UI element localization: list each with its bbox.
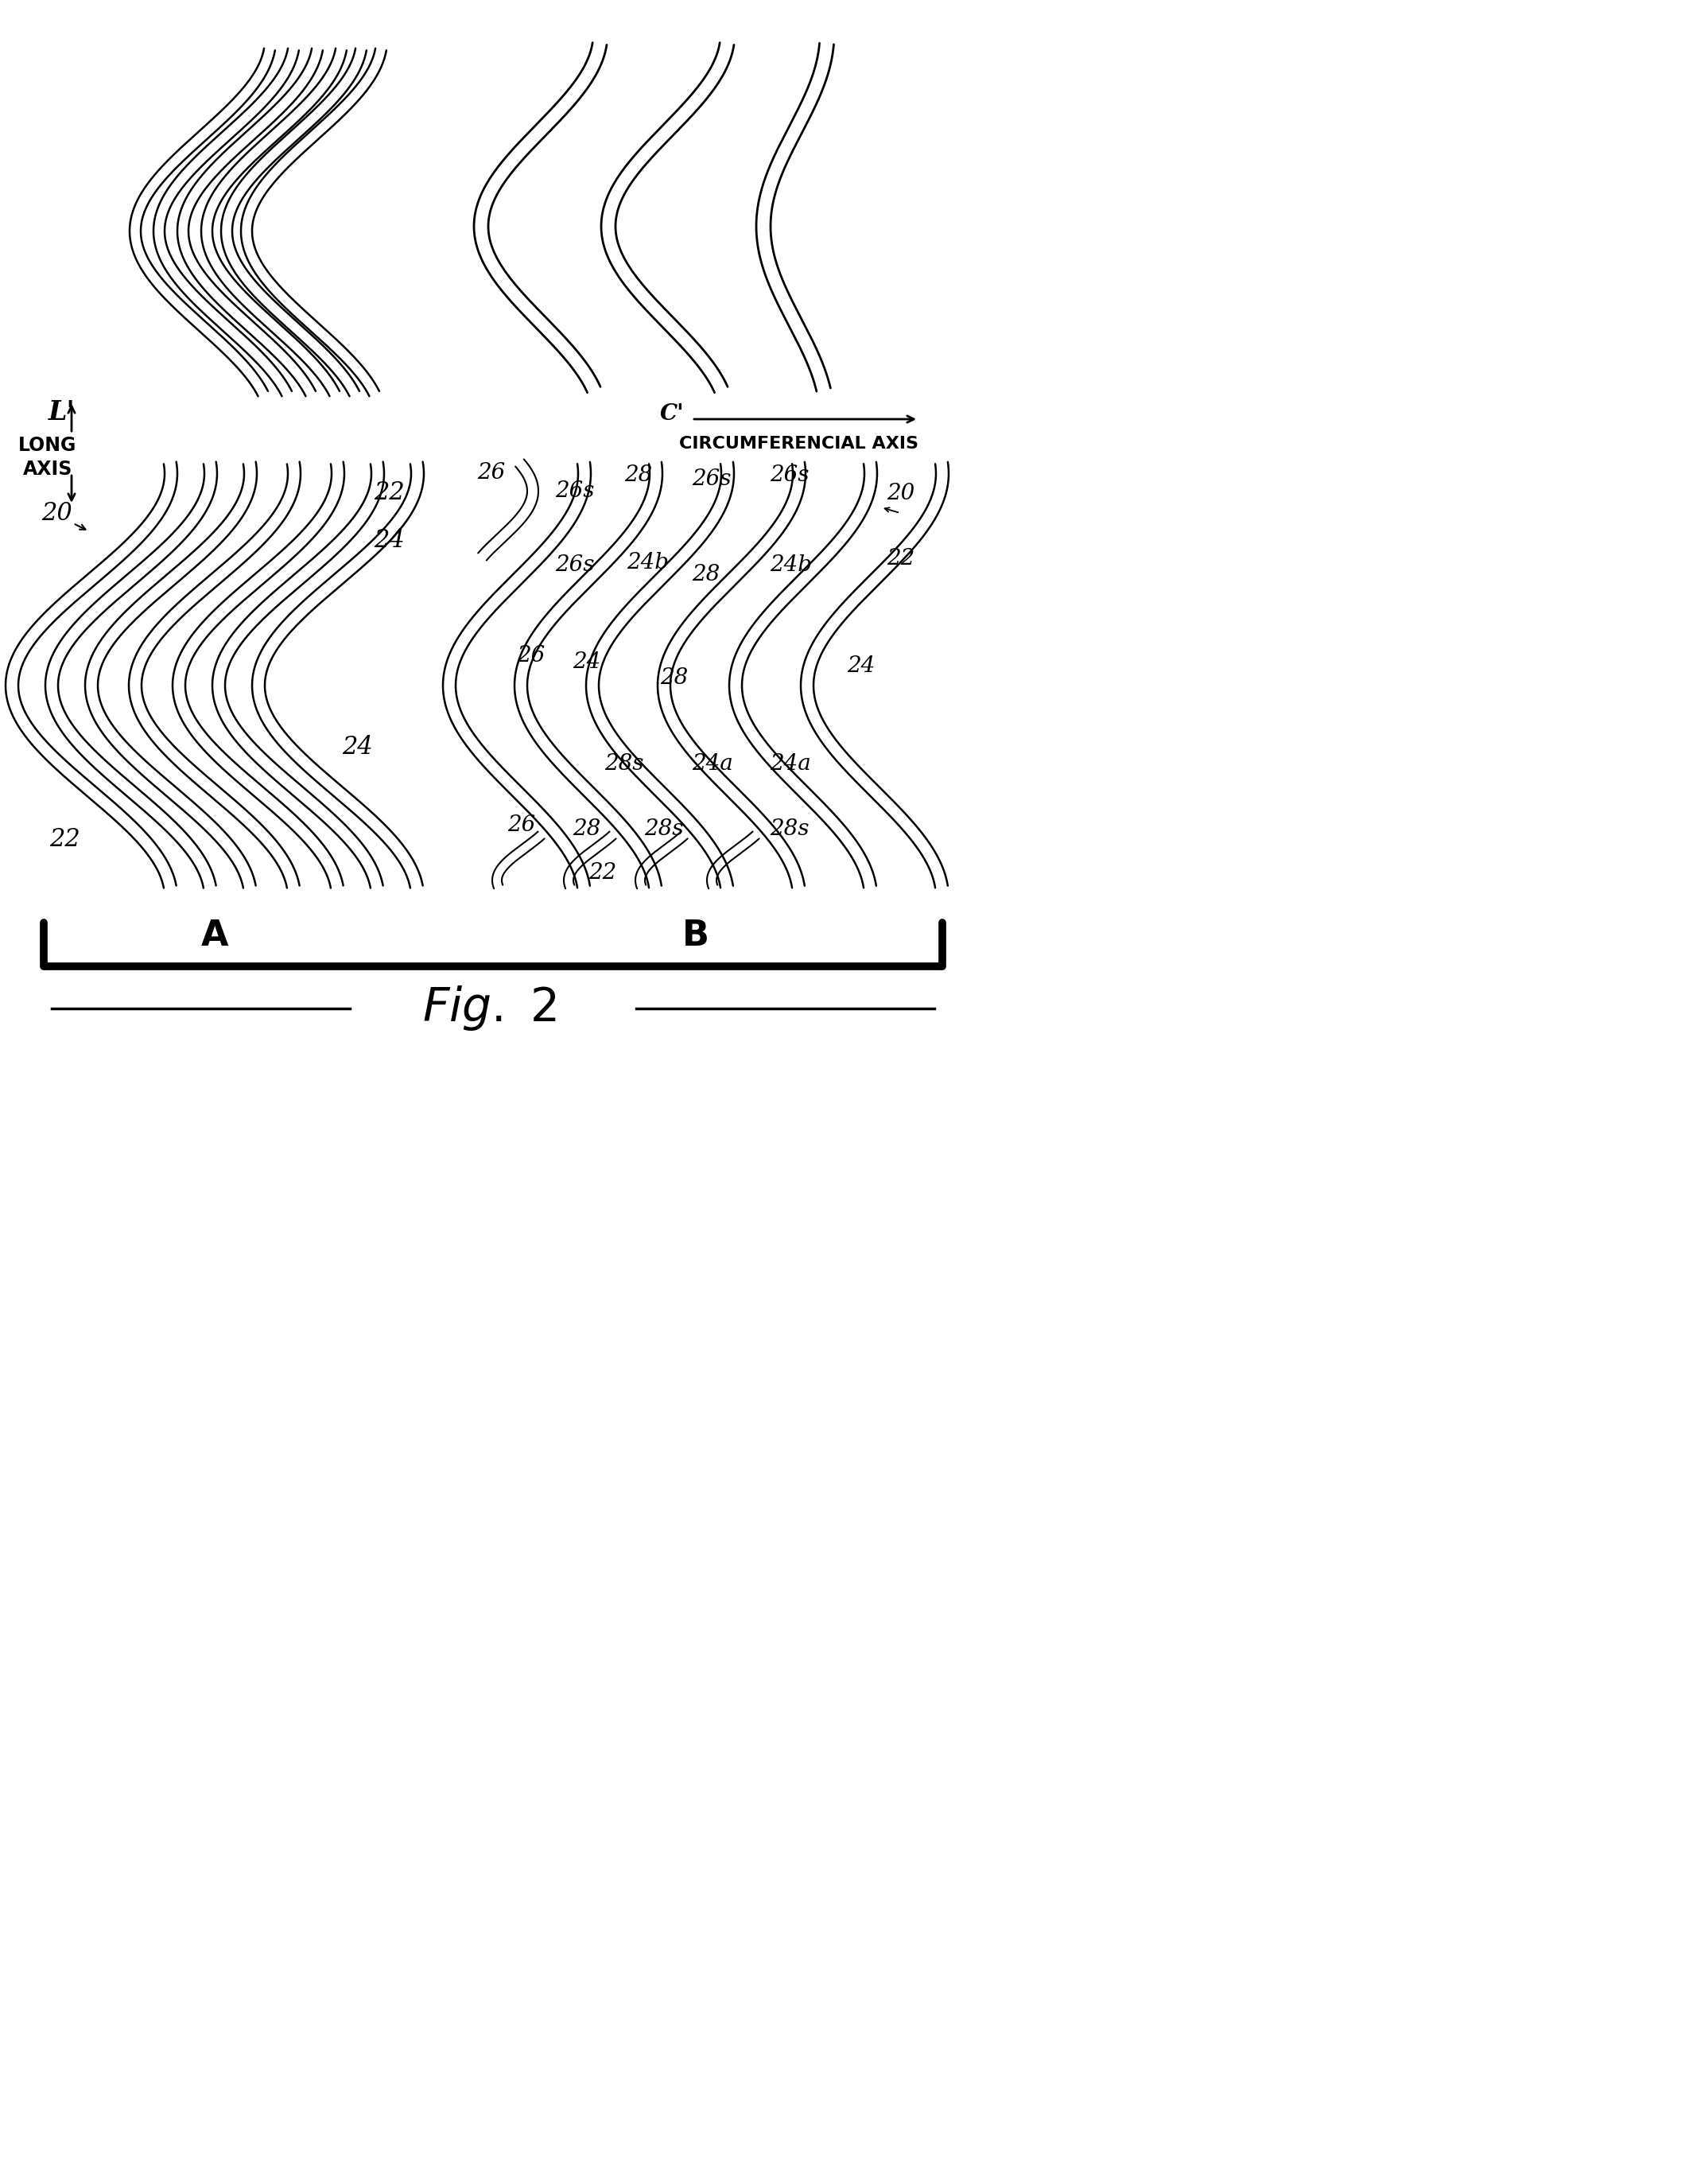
Text: C': C' [660, 402, 684, 424]
Text: 26s: 26s [692, 467, 731, 489]
Text: 20: 20 [42, 500, 73, 526]
Text: 28s: 28s [770, 819, 809, 841]
Text: 24: 24 [374, 529, 405, 553]
Text: B: B [682, 919, 709, 952]
Text: L': L' [49, 400, 76, 426]
Text: 28s: 28s [643, 819, 684, 841]
Text: 26: 26 [508, 815, 535, 836]
Text: 28: 28 [660, 668, 687, 688]
Text: 24a: 24a [770, 753, 811, 775]
Text: A: A [201, 919, 229, 952]
Text: 22: 22 [49, 828, 80, 852]
Text: 24: 24 [846, 655, 875, 677]
Text: $\it{Fig.}$ $\it{2}$: $\it{Fig.}$ $\it{2}$ [422, 985, 555, 1033]
Text: AXIS: AXIS [24, 459, 73, 478]
Text: 22: 22 [589, 863, 616, 885]
Text: 26s: 26s [555, 555, 594, 577]
Text: 20: 20 [887, 483, 914, 505]
Text: 24b: 24b [626, 553, 669, 574]
Text: 26s: 26s [770, 465, 809, 487]
Text: 24: 24 [342, 736, 372, 760]
Text: 28s: 28s [604, 753, 643, 775]
Text: 24b: 24b [770, 555, 813, 577]
Text: 22: 22 [887, 548, 914, 570]
Text: 28: 28 [625, 465, 652, 487]
Text: 24a: 24a [692, 753, 733, 775]
Text: CIRCUMFERENCIAL AXIS: CIRCUMFERENCIAL AXIS [679, 437, 919, 452]
Text: LONG: LONG [19, 437, 76, 454]
Text: 22: 22 [374, 480, 405, 505]
Text: 26: 26 [516, 644, 545, 666]
Text: 24: 24 [572, 651, 601, 673]
Text: 28: 28 [692, 563, 720, 585]
Text: 28: 28 [572, 819, 601, 841]
Text: 26: 26 [477, 463, 505, 483]
Text: 26s: 26s [555, 480, 594, 502]
